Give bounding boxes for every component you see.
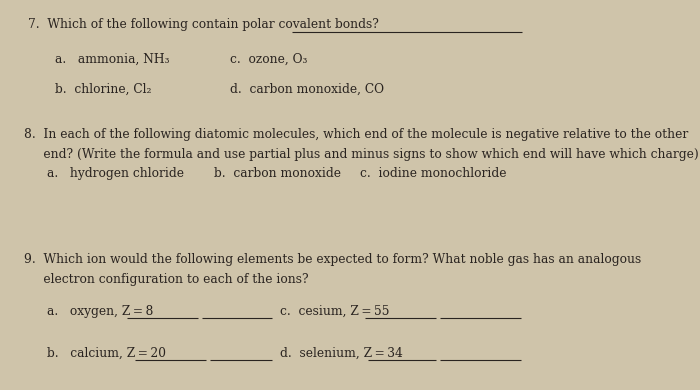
Text: d.  selenium, Z = 34: d. selenium, Z = 34: [280, 346, 403, 359]
Text: d.  carbon monoxide, CO: d. carbon monoxide, CO: [230, 83, 384, 96]
Text: a.   oxygen, Z = 8: a. oxygen, Z = 8: [47, 305, 153, 318]
Text: c.  cesium, Z = 55: c. cesium, Z = 55: [280, 305, 389, 318]
Text: 7.  Which of the following contain polar covalent bonds?: 7. Which of the following contain polar …: [28, 18, 379, 31]
Text: end? (Write the formula and use partial plus and minus signs to show which end w: end? (Write the formula and use partial …: [24, 148, 699, 161]
Text: b.  chlorine, Cl₂: b. chlorine, Cl₂: [55, 83, 151, 96]
Text: c.  ozone, O₃: c. ozone, O₃: [230, 53, 308, 66]
Text: 8.  In each of the following diatomic molecules, which end of the molecule is ne: 8. In each of the following diatomic mol…: [24, 128, 688, 141]
Text: a.   ammonia, NH₃: a. ammonia, NH₃: [55, 53, 169, 66]
Text: a.   hydrogen chloride: a. hydrogen chloride: [47, 167, 183, 181]
Text: c.  iodine monochloride: c. iodine monochloride: [360, 167, 507, 181]
Text: b.  carbon monoxide: b. carbon monoxide: [214, 167, 341, 181]
Text: b.   calcium, Z = 20: b. calcium, Z = 20: [47, 346, 166, 359]
Text: electron configuration to each of the ions?: electron configuration to each of the io…: [24, 273, 309, 286]
Text: 9.  Which ion would the following elements be expected to form? What noble gas h: 9. Which ion would the following element…: [24, 253, 641, 266]
